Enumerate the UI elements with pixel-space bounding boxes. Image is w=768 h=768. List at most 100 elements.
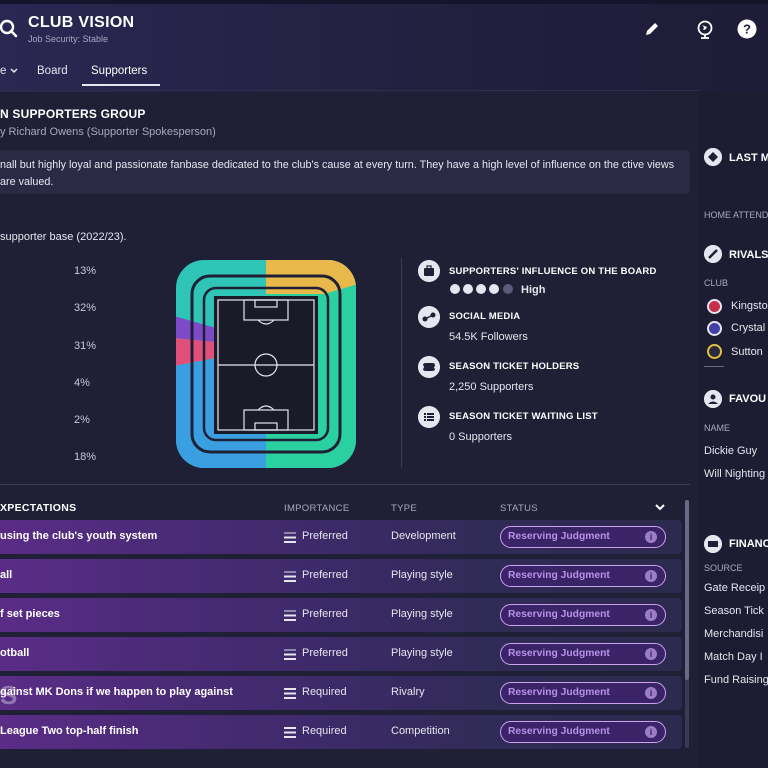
importance-value: Preferred (302, 647, 348, 659)
status-badge[interactable]: Reserving Judgment i (500, 682, 666, 704)
globe-icon[interactable] (694, 18, 716, 40)
expectation-label: gainst MK Dons if we happen to play agai… (0, 686, 233, 698)
segment-percentage: 31% (74, 340, 97, 352)
expectation-label: otball (0, 647, 30, 659)
table-divider (0, 484, 690, 485)
active-tab-indicator (82, 84, 160, 86)
social-media-icon (418, 306, 440, 328)
preferred-icon (284, 610, 296, 621)
influence-dot-filled (463, 284, 473, 294)
last-match-title: LAST M (729, 152, 768, 164)
social-media-value: 54.5K Followers (449, 331, 528, 343)
segment-percentage: 32% (74, 302, 97, 314)
tab-overview[interactable]: e (0, 65, 18, 77)
chevron-down-icon[interactable] (654, 502, 666, 512)
table-row[interactable]: all Preferred Playing style Reserving Judgm… (0, 559, 682, 593)
segment-percentage: 18% (74, 451, 97, 463)
table-scrollbar-thumb[interactable] (685, 500, 689, 680)
importance-header[interactable]: IMPORTANCE (284, 503, 350, 514)
expectations-header[interactable]: XPECTATIONS (0, 502, 77, 514)
waiting-list-title: SEASON TICKET WAITING LIST (449, 411, 598, 422)
influence-title: SUPPORTERS' INFLUENCE ON THE BOARD (449, 266, 657, 277)
info-divider (401, 258, 402, 468)
preferred-icon (284, 649, 296, 660)
rival-club[interactable]: Sutton (731, 346, 763, 358)
header-divider (0, 90, 700, 91)
right-panel (697, 92, 768, 768)
influence-dot-empty (503, 284, 513, 294)
favourite-person[interactable]: Dickie Guy (704, 445, 758, 457)
finance-source: Season Tick (704, 605, 764, 617)
favourite-title: FAVOU (729, 393, 767, 405)
table-row[interactable]: gainst MK Dons if we happen to play agai… (0, 676, 682, 710)
type-header[interactable]: TYPE (391, 503, 418, 514)
info-icon[interactable]: i (645, 648, 657, 660)
club-crest (707, 299, 722, 314)
rivals-title: RIVALS (729, 249, 768, 261)
type-value: Rivalry (391, 686, 425, 698)
status-badge[interactable]: Reserving Judgment i (500, 604, 666, 626)
importance-value: Required (302, 725, 347, 737)
status-badge[interactable]: Reserving Judgment i (500, 565, 666, 587)
rivals-divider (704, 366, 724, 367)
info-icon[interactable]: i (645, 726, 657, 738)
table-row[interactable]: otball Preferred Playing style Reserving Ju… (0, 637, 682, 671)
type-value: Playing style (391, 647, 453, 659)
rival-club[interactable]: Crystal (731, 322, 766, 334)
supporter-base-label: supporter base (2022/23). (0, 231, 127, 243)
tab-supporters[interactable]: Supporters (91, 65, 148, 77)
season-ticket-title: SEASON TICKET HOLDERS (449, 361, 580, 372)
status-value: Reserving Judgment (508, 609, 610, 620)
status-badge[interactable]: Reserving Judgment i (500, 643, 666, 665)
influence-value: High (521, 284, 546, 296)
help-icon[interactable]: ? (736, 18, 758, 40)
favourite-icon (704, 390, 722, 408)
svg-text:?: ? (743, 22, 751, 37)
status-value: Reserving Judgment (508, 726, 610, 737)
status-value: Reserving Judgment (508, 570, 610, 581)
segment-pink (176, 338, 216, 366)
preferred-icon (284, 532, 296, 543)
preferred-icon (284, 571, 296, 582)
tab-board[interactable]: Board (37, 65, 68, 77)
status-header[interactable]: STATUS (500, 503, 538, 514)
search-icon[interactable] (0, 18, 22, 40)
status-value: Reserving Judgment (508, 648, 610, 659)
importance-value: Preferred (302, 608, 348, 620)
pencil-icon[interactable] (641, 18, 663, 40)
type-value: Playing style (391, 569, 453, 581)
required-icon (284, 688, 296, 699)
status-badge[interactable]: Reserving Judgment i (500, 526, 666, 548)
status-value: Reserving Judgment (508, 687, 610, 698)
job-security-label: Job Security: Stable (28, 34, 109, 44)
waiting-list-value: 0 Supporters (449, 431, 512, 443)
supporters-description: nall but highly loyal and passionate fan… (0, 159, 675, 188)
supporters-description-box: nall but highly loyal and passionate fan… (0, 150, 690, 194)
segment-purple (176, 316, 216, 342)
info-icon[interactable]: i (645, 570, 657, 582)
finance-source: Merchandisi (704, 628, 764, 640)
info-icon[interactable]: i (645, 531, 657, 543)
finance-source: Match Day I (704, 651, 763, 663)
info-icon[interactable]: i (645, 687, 657, 699)
importance-value: Preferred (302, 530, 348, 542)
season-ticket-value: 2,250 Supporters (449, 381, 534, 393)
table-row[interactable]: League Two top-half finish Required Compet… (0, 715, 682, 749)
table-row[interactable]: f set pieces Preferred Playing style Reserv… (0, 598, 682, 632)
tab-bar: e Board Supporters (0, 62, 768, 88)
importance-value: Required (302, 686, 347, 698)
status-badge[interactable]: Reserving Judgment i (500, 721, 666, 743)
background-watermark: S (0, 680, 18, 710)
rival-club[interactable]: Kingsto (731, 300, 768, 312)
supporters-spokesperson: y Richard Owens (Supporter Spokesperson) (0, 126, 216, 138)
expectation-label: f set pieces (0, 608, 60, 620)
influence-dot-filled (489, 284, 499, 294)
expectation-label: using the club's youth system (0, 530, 158, 542)
finance-source: Gate Receip (704, 582, 766, 594)
briefcase-icon (418, 260, 440, 282)
info-icon[interactable]: i (645, 609, 657, 621)
type-value: Playing style (391, 608, 453, 620)
favourite-person[interactable]: Will Nighting (704, 468, 766, 480)
finance-source: Fund Raising (704, 674, 768, 686)
table-row[interactable]: using the club's youth system Preferred De… (0, 520, 682, 554)
